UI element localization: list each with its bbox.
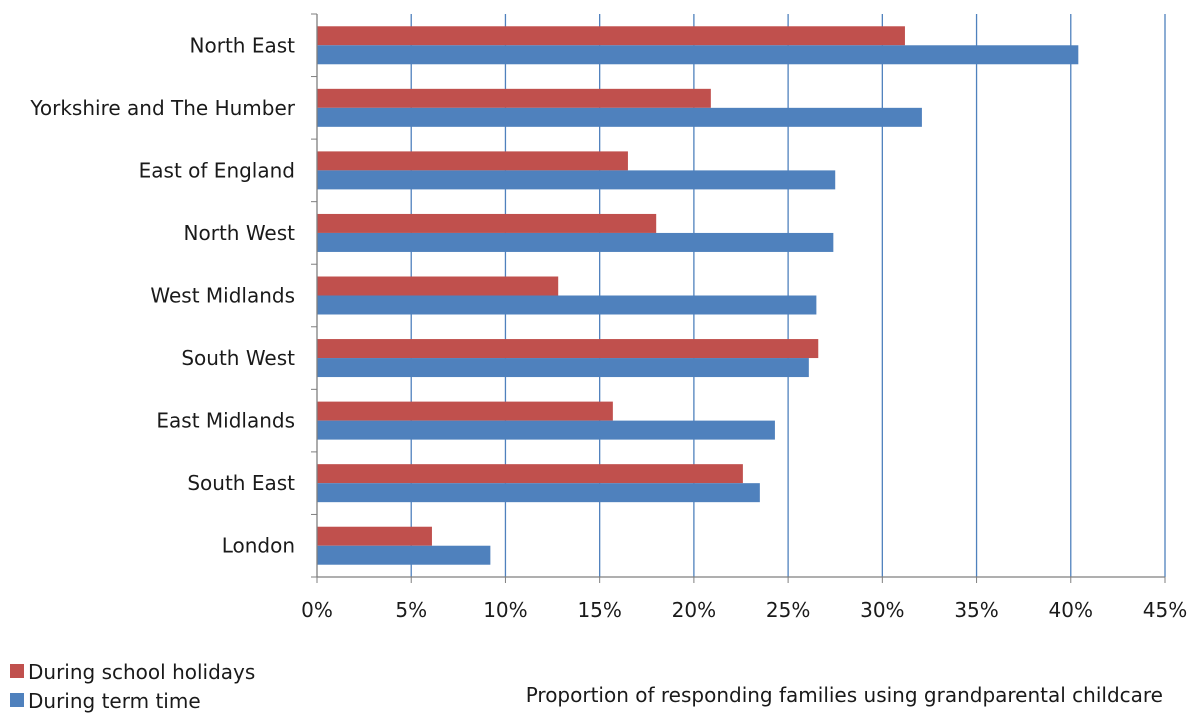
bar-term-time-6	[317, 420, 775, 440]
bar-term-time-5	[317, 358, 809, 378]
x-tick-label: 15%	[577, 598, 621, 622]
x-tick-label: 25%	[766, 598, 810, 622]
bar-school-holidays-0	[317, 26, 905, 46]
bar-school-holidays-8	[317, 526, 432, 546]
category-label: South East	[187, 471, 295, 495]
x-tick-label: 20%	[672, 598, 716, 622]
bar-term-time-1	[317, 107, 922, 127]
bar-school-holidays-5	[317, 339, 819, 359]
legend-swatch-school-holidays	[10, 664, 24, 678]
category-label: East of England	[139, 158, 295, 182]
legend-label-school-holidays: During school holidays	[28, 660, 255, 684]
bar-school-holidays-4	[317, 276, 559, 296]
category-label: North West	[184, 221, 296, 245]
bar-school-holidays-7	[317, 464, 743, 484]
x-tick-label: 35%	[954, 598, 998, 622]
bars	[317, 26, 1079, 565]
legend-label-term-time: During term time	[28, 689, 201, 713]
category-label: West Midlands	[150, 284, 295, 308]
x-tick-label: 5%	[395, 598, 427, 622]
bar-school-holidays-3	[317, 213, 657, 233]
x-tick-label: 0%	[301, 598, 333, 622]
category-label: Yorkshire and The Humber	[29, 96, 295, 120]
bar-term-time-3	[317, 232, 834, 252]
legend: During school holidays During term time	[10, 660, 255, 713]
category-labels: North East Yorkshire and The Humber East o…	[29, 33, 295, 557]
bar-school-holidays-2	[317, 151, 628, 171]
x-tick-label: 30%	[860, 598, 904, 622]
category-label: South West	[181, 346, 295, 370]
category-label: East Midlands	[156, 409, 295, 433]
bar-term-time-4	[317, 295, 817, 315]
bar-term-time-0	[317, 45, 1079, 65]
bar-term-time-8	[317, 545, 491, 565]
category-label: London	[222, 534, 295, 558]
x-tick-label: 40%	[1049, 598, 1093, 622]
x-tick-label: 45%	[1143, 598, 1187, 622]
category-label: North East	[190, 33, 296, 57]
axes	[311, 13, 1166, 583]
legend-swatch-term-time	[10, 693, 24, 707]
bar-term-time-7	[317, 483, 760, 503]
x-tick-label: 10%	[483, 598, 527, 622]
bar-term-time-2	[317, 170, 836, 190]
bar-school-holidays-6	[317, 401, 613, 421]
x-axis-title: Proportion of responding families using …	[526, 683, 1163, 707]
x-tick-labels: 0% 5% 10% 15% 20% 25% 30% 35% 40% 45%	[301, 598, 1187, 622]
bar-school-holidays-1	[317, 88, 711, 108]
